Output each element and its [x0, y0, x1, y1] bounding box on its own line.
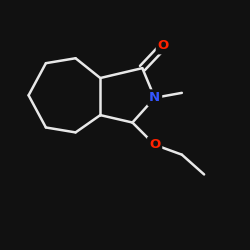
Text: O: O — [149, 138, 160, 151]
Text: O: O — [158, 40, 169, 52]
Text: N: N — [149, 91, 160, 104]
